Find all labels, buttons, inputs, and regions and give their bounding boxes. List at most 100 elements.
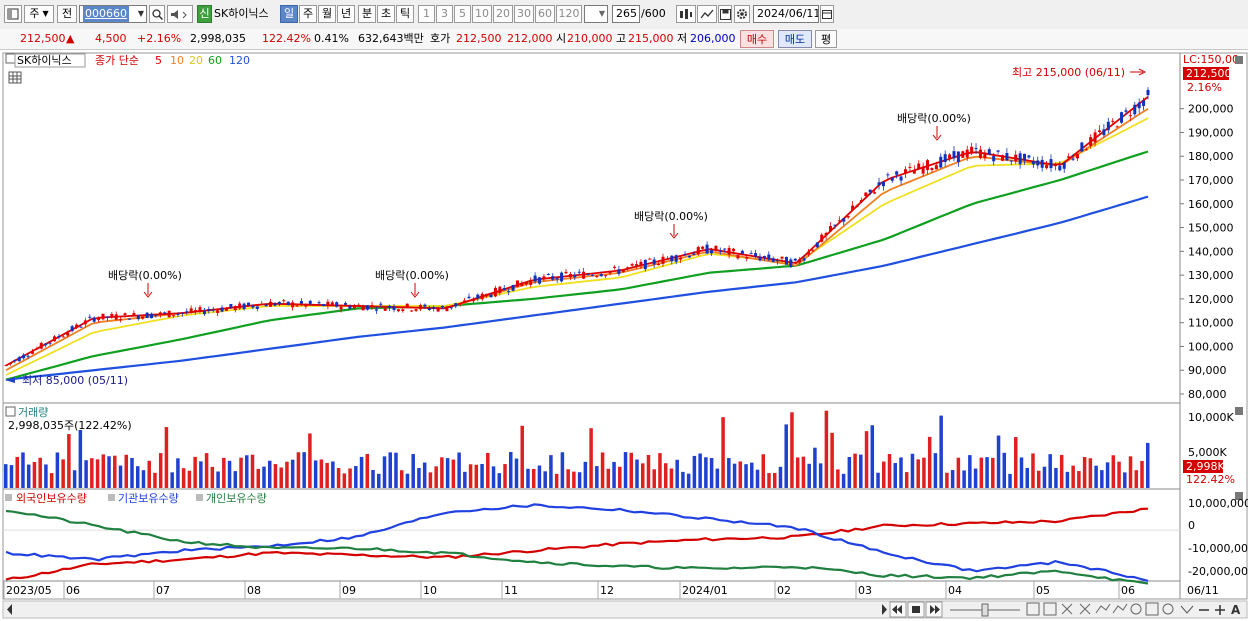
- price-tick-label: 170,000: [1188, 174, 1234, 187]
- ask-price-2: 212,000: [507, 32, 553, 45]
- stock-name-label: SK하이닉스: [214, 7, 269, 20]
- candle-body: [17, 357, 21, 362]
- panel-close-icon[interactable]: [1235, 492, 1243, 500]
- candle-body: [560, 272, 564, 282]
- table-icon[interactable]: [8, 71, 22, 84]
- cross-icon[interactable]: [1061, 603, 1073, 615]
- date-input[interactable]: 2024/06/11: [753, 5, 819, 23]
- gear-icon[interactable]: [734, 5, 750, 23]
- candle-body: [110, 313, 114, 318]
- font-size-icon[interactable]: A: [1231, 603, 1241, 617]
- line-tool-icon[interactable]: [1095, 603, 1111, 614]
- candle-body: [586, 274, 590, 276]
- candle-body: [617, 269, 621, 274]
- interval-30[interactable]: 30: [514, 5, 534, 23]
- interval-label: 1: [423, 7, 430, 20]
- save-icon[interactable]: [718, 5, 732, 23]
- indicator-icon[interactable]: [676, 5, 696, 23]
- zoom-window-icon[interactable]: [1043, 602, 1057, 616]
- evaluation-button[interactable]: 평: [815, 30, 837, 48]
- panel-collapse-icon[interactable]: [5, 53, 16, 64]
- candle-body: [198, 307, 202, 311]
- period-dropdown[interactable]: 주 ▼: [24, 5, 54, 23]
- sell-button[interactable]: 매도: [778, 30, 812, 48]
- volume-bar: [107, 456, 111, 488]
- cross-icon[interactable]: [1079, 603, 1091, 615]
- count-input[interactable]: 265: [612, 5, 640, 23]
- magnifier-icon[interactable]: [1130, 603, 1142, 615]
- tab-weekly[interactable]: 주: [299, 5, 317, 23]
- search-icon[interactable]: [149, 5, 165, 23]
- interval-5[interactable]: 5: [454, 5, 471, 23]
- buy-button[interactable]: 매수: [740, 30, 774, 48]
- tab-yearly[interactable]: 년: [337, 5, 355, 23]
- zoom-in-icon[interactable]: [1215, 605, 1225, 615]
- interval-120[interactable]: 120: [556, 5, 582, 23]
- candle-body: [859, 200, 863, 203]
- interval-10[interactable]: 10: [472, 5, 492, 23]
- candle-body: [57, 336, 61, 338]
- candle-body: [635, 264, 639, 266]
- candle-body: [736, 255, 740, 259]
- compare-icon[interactable]: [697, 5, 717, 23]
- candle-body: [211, 309, 215, 311]
- panel-close-icon[interactable]: [1235, 56, 1243, 64]
- tab-tick[interactable]: 틱: [396, 5, 414, 23]
- candle-body: [493, 287, 497, 297]
- scroll-left-icon[interactable]: [7, 604, 12, 615]
- copy-icon[interactable]: [1145, 602, 1159, 616]
- rewind-icon: [892, 605, 902, 614]
- tab-daily-label: 일: [283, 7, 295, 20]
- zoom-slider-handle[interactable]: [981, 603, 989, 617]
- volume-bar: [910, 453, 915, 488]
- window-menu-icon[interactable]: [4, 5, 22, 23]
- zoom-window-icon[interactable]: [1026, 602, 1040, 616]
- stock-chart[interactable]: 200,000 190,000 180,000 170,000 160,000 150,0…: [0, 51, 1248, 621]
- tab-monthly[interactable]: 월: [318, 5, 336, 23]
- prev-button[interactable]: 전: [57, 5, 77, 23]
- stock-code-input[interactable]: 000660 ▼: [79, 5, 147, 23]
- candle-body: [815, 242, 819, 248]
- candle-body: [683, 254, 687, 256]
- candle-body: [498, 286, 502, 293]
- interval-1[interactable]: 1: [418, 5, 435, 23]
- calendar-icon[interactable]: [820, 5, 834, 23]
- line-tool-icon[interactable]: [1112, 603, 1128, 614]
- interval-60[interactable]: 60: [535, 5, 555, 23]
- volume-bar: [199, 461, 203, 488]
- holding-line: [5, 503, 1149, 582]
- panel-collapse-icon[interactable]: [5, 406, 16, 417]
- candle-body: [326, 301, 330, 307]
- tab-daily[interactable]: 일: [280, 5, 298, 23]
- candle-body: [1115, 126, 1119, 128]
- scroll-down-icon[interactable]: [1180, 605, 1194, 614]
- sound-icon[interactable]: [167, 5, 193, 23]
- candle-body: [335, 302, 339, 307]
- volume-bar: [927, 436, 932, 488]
- tab-minute[interactable]: 분: [358, 5, 376, 23]
- volume-bar: [130, 458, 134, 488]
- interval-3[interactable]: 3: [436, 5, 453, 23]
- candle-body: [529, 280, 533, 285]
- candle-body: [489, 294, 493, 298]
- interval-20[interactable]: 20: [493, 5, 513, 23]
- volume-bar: [635, 459, 639, 488]
- candle-body: [220, 307, 224, 312]
- candle-body: [405, 303, 409, 308]
- current-price: 212,500: [20, 32, 66, 45]
- low-label: 저: [677, 32, 688, 45]
- settings-icon[interactable]: [1162, 603, 1174, 615]
- volume-bar: [262, 466, 266, 488]
- price-tick-label: 140,000: [1188, 245, 1234, 258]
- interval-custom-input[interactable]: ▼: [584, 5, 608, 23]
- chart-scrollbar[interactable]: [2, 600, 1248, 619]
- volume-bar: [939, 415, 943, 488]
- price-tick-label: 150,000: [1188, 222, 1234, 235]
- dividend-label: 배당락(0.00%): [897, 112, 971, 125]
- panel-close-icon[interactable]: [1235, 407, 1243, 415]
- tab-second[interactable]: 초: [377, 5, 395, 23]
- volume-bar: [141, 470, 146, 488]
- interval-label: 10: [475, 7, 489, 20]
- candle-body: [180, 312, 184, 314]
- scroll-right-icon[interactable]: [882, 604, 887, 615]
